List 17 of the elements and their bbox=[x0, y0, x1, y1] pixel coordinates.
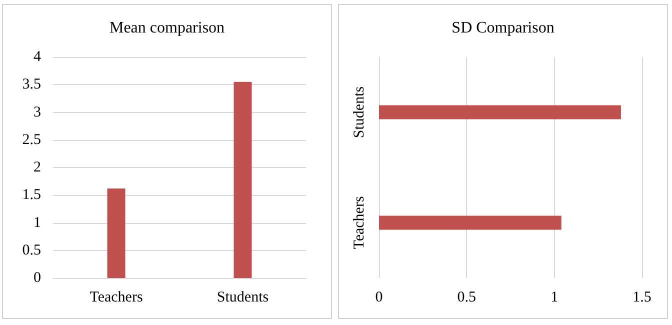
x-tick-label: Students bbox=[216, 290, 269, 306]
x-tick-label: 1 bbox=[550, 290, 558, 306]
x-tick-label: Teachers bbox=[90, 290, 143, 306]
y-tick-label: 0 bbox=[34, 270, 41, 286]
y-tick-label: 1 bbox=[34, 214, 41, 231]
chart-title: SD Comparison bbox=[452, 20, 554, 36]
y-tick-label: 4 bbox=[34, 49, 42, 65]
y-tick-label: 2.5 bbox=[22, 132, 41, 148]
y-tick-label: 2 bbox=[34, 160, 41, 176]
y-tick-label: 1.5 bbox=[22, 187, 41, 204]
x-tick-label: 0.5 bbox=[457, 290, 476, 306]
y-tick-label: 0.5 bbox=[22, 242, 41, 258]
y-tick-label: 3.5 bbox=[22, 76, 41, 93]
y-tick-label: 3 bbox=[34, 104, 41, 120]
x-tick-label: 0 bbox=[375, 290, 383, 306]
chart-title: Mean comparison bbox=[109, 20, 225, 36]
x-tick-label: 1.5 bbox=[632, 290, 652, 306]
